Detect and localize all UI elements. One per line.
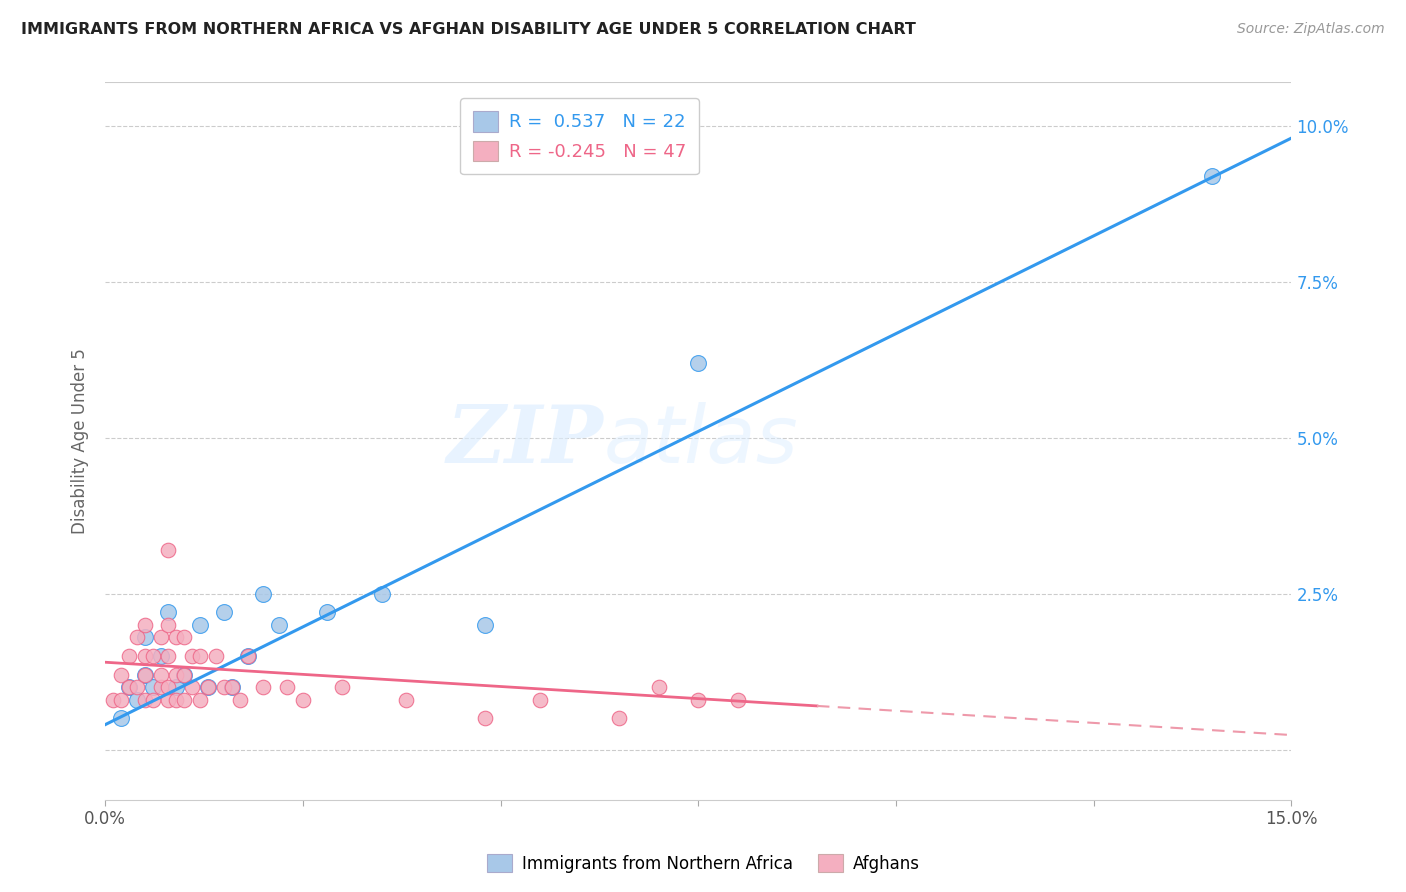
Point [188,648,211,663]
Point [212,605,235,619]
Point [165,667,187,681]
Point [688,692,710,706]
Y-axis label: Disability Age Under 5: Disability Age Under 5 [72,348,89,533]
Text: IMMIGRANTS FROM NORTHERN AFRICA VS AFGHAN DISABILITY AGE UNDER 5 CORRELATION CHA: IMMIGRANTS FROM NORTHERN AFRICA VS AFGHA… [21,22,915,37]
Point [332,680,354,694]
Point [118,680,141,694]
Point [648,680,671,694]
Point [149,667,172,681]
Point [157,680,180,694]
Point [173,667,195,681]
Text: ZIP: ZIP [447,402,603,480]
Point [221,680,243,694]
Point [118,680,141,694]
Point [134,667,156,681]
Point [110,711,132,725]
Point [165,680,187,694]
Point [188,692,211,706]
Point [688,356,710,370]
Point [142,680,165,694]
Point [110,692,132,706]
Point [173,667,195,681]
Point [157,617,180,632]
Point [134,648,156,663]
Point [197,680,219,694]
Point [607,711,630,725]
Point [181,680,204,694]
Point [269,617,291,632]
Point [157,648,180,663]
Text: atlas: atlas [603,401,799,480]
Point [149,648,172,663]
Point [474,617,496,632]
Point [125,692,148,706]
Point [205,648,228,663]
Point [474,711,496,725]
Point [125,680,148,694]
Point [1201,169,1223,183]
Point [157,605,180,619]
Point [110,667,132,681]
Point [157,542,180,557]
Point [149,630,172,644]
Point [165,692,187,706]
Point [188,617,211,632]
Point [134,667,156,681]
Point [727,692,749,706]
Point [252,680,274,694]
Point [221,680,243,694]
Legend: R =  0.537   N = 22, R = -0.245   N = 47: R = 0.537 N = 22, R = -0.245 N = 47 [460,98,699,174]
Point [134,692,156,706]
Point [291,692,314,706]
Point [371,586,394,600]
Point [101,692,124,706]
Point [142,648,165,663]
Point [157,692,180,706]
Point [197,680,219,694]
Point [315,605,337,619]
Point [236,648,259,663]
Point [212,680,235,694]
Point [252,586,274,600]
Point [118,648,141,663]
Point [529,692,551,706]
Point [173,630,195,644]
Point [134,617,156,632]
Point [142,692,165,706]
Point [276,680,298,694]
Point [134,630,156,644]
Point [181,648,204,663]
Legend: Immigrants from Northern Africa, Afghans: Immigrants from Northern Africa, Afghans [479,847,927,880]
Point [236,648,259,663]
Text: Source: ZipAtlas.com: Source: ZipAtlas.com [1237,22,1385,37]
Point [149,680,172,694]
Point [165,630,187,644]
Point [228,692,250,706]
Point [173,692,195,706]
Point [125,630,148,644]
Point [395,692,418,706]
